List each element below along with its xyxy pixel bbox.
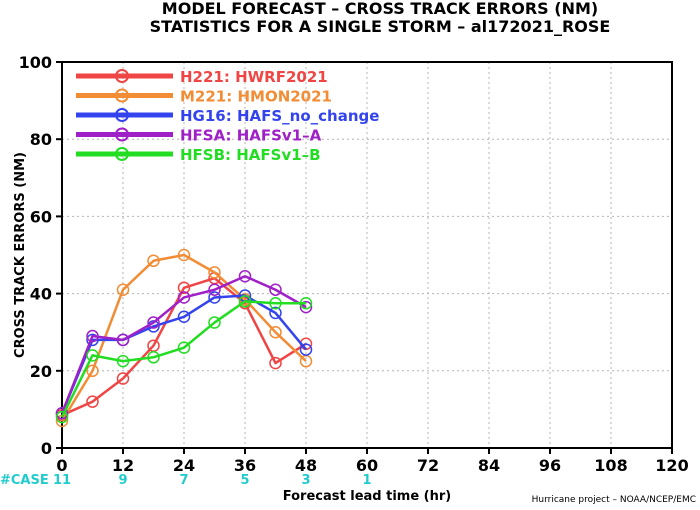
data-point: [177, 291, 191, 304]
data-point: [238, 295, 252, 308]
case-count: 5: [240, 473, 249, 488]
data-point: [299, 297, 313, 310]
legend-item-2: HG16: HAFS_no_change: [76, 107, 379, 125]
series-3: [55, 269, 313, 420]
y-axis-label: CROSS TRACK ERRORS (NM): [13, 152, 28, 358]
y-tick-label: 60: [30, 207, 52, 226]
data-point: [269, 356, 282, 370]
y-tick-label: 0: [41, 439, 52, 458]
data-point: [177, 248, 191, 262]
legend-item-4: HFSB: HAFSv1–B: [76, 146, 321, 164]
case-count: 9: [118, 473, 127, 488]
legend-label: HFSB: HAFSv1–B: [180, 146, 321, 164]
data-point: [86, 349, 99, 362]
legend-item-0: H221: HWRF2021: [76, 68, 328, 86]
case-count: 3: [301, 473, 310, 488]
x-tick-label: 36: [234, 456, 256, 475]
x-tick-label: 108: [594, 456, 627, 475]
data-point: [55, 407, 69, 420]
data-point: [269, 306, 282, 320]
data-point: [116, 283, 130, 296]
y-tick-label: 80: [30, 130, 52, 149]
series-lines: [55, 248, 313, 428]
y-tick-label: 100: [19, 53, 52, 72]
x-tick-label: 48: [295, 456, 317, 475]
data-point: [147, 254, 160, 268]
legend-item-1: M221: HMON2021: [76, 88, 332, 106]
series-line: [61, 276, 307, 417]
data-point: [116, 354, 130, 368]
data-point: [238, 269, 252, 283]
legend-marker: [115, 147, 129, 161]
case-count: 7: [179, 473, 188, 488]
grid-lines: [62, 62, 672, 448]
legend-label: HFSA: HAFSv1–A: [180, 127, 322, 145]
series-line: [60, 274, 307, 414]
series-line: [60, 253, 307, 422]
x-tick-label: 84: [478, 456, 500, 475]
data-point: [116, 333, 130, 347]
data-point: [299, 343, 313, 356]
case-count: 1: [362, 473, 371, 488]
data-point: [208, 291, 221, 304]
legend-item-3: HFSA: HAFSv1–A: [76, 127, 322, 145]
y-tick-label: 20: [30, 362, 52, 381]
chart-title: MODEL FORECAST – CROSS TRACK ERRORS (NM): [162, 0, 598, 18]
case-count: 11: [53, 473, 71, 488]
series-1: [55, 248, 313, 428]
data-point: [147, 351, 160, 364]
data-point: [177, 310, 191, 324]
case-counts: #CASE 11 9 7 5 3 1: [0, 473, 372, 488]
data-point: [147, 316, 160, 329]
legend-marker: [115, 69, 129, 83]
case-label: #CASE: [0, 473, 49, 488]
axes: 0 12 24 36 48 60 72 84 96 108 120 0 20 40 60 80 100: [19, 53, 689, 475]
legend-marker: [115, 108, 129, 122]
x-tick-label: 96: [539, 456, 561, 475]
data-point: [269, 297, 282, 310]
series-line: [60, 300, 306, 418]
chart-subtitle: STATISTICS FOR A SINGLE STORM – al172021…: [150, 17, 611, 36]
legend-marker: [115, 88, 129, 103]
x-axis-label: Forecast lead time (hr): [283, 489, 451, 504]
credit-text: Hurricane project – NOAA/NCEP/EMC: [532, 495, 696, 505]
x-tick-label: 12: [112, 456, 134, 475]
legend-marker: [115, 127, 129, 142]
y-tick-label: 40: [30, 285, 52, 304]
data-point: [86, 333, 99, 347]
x-tick-label: 120: [655, 456, 688, 475]
data-point: [269, 325, 282, 339]
x-tick-label: 72: [417, 456, 439, 475]
data-point: [269, 283, 282, 296]
legend-label: H221: HWRF2021: [180, 68, 328, 86]
legend-label: HG16: HAFS_no_change: [180, 107, 379, 125]
data-point: [86, 329, 99, 343]
series-line: [60, 294, 307, 414]
data-point: [208, 316, 221, 329]
data-point: [177, 281, 191, 295]
x-tick-label: 0: [56, 456, 67, 475]
legend-label: M221: HMON2021: [180, 88, 332, 106]
data-point: [208, 283, 221, 296]
data-point: [86, 395, 99, 408]
data-point: [86, 364, 99, 378]
data-point: [299, 300, 313, 314]
data-point: [208, 266, 221, 279]
data-point: [55, 410, 69, 424]
x-tick-label: 24: [173, 456, 195, 475]
series-4: [55, 295, 313, 424]
data-point: [177, 341, 191, 354]
x-tick-label: 60: [356, 456, 378, 475]
data-point: [116, 372, 130, 385]
